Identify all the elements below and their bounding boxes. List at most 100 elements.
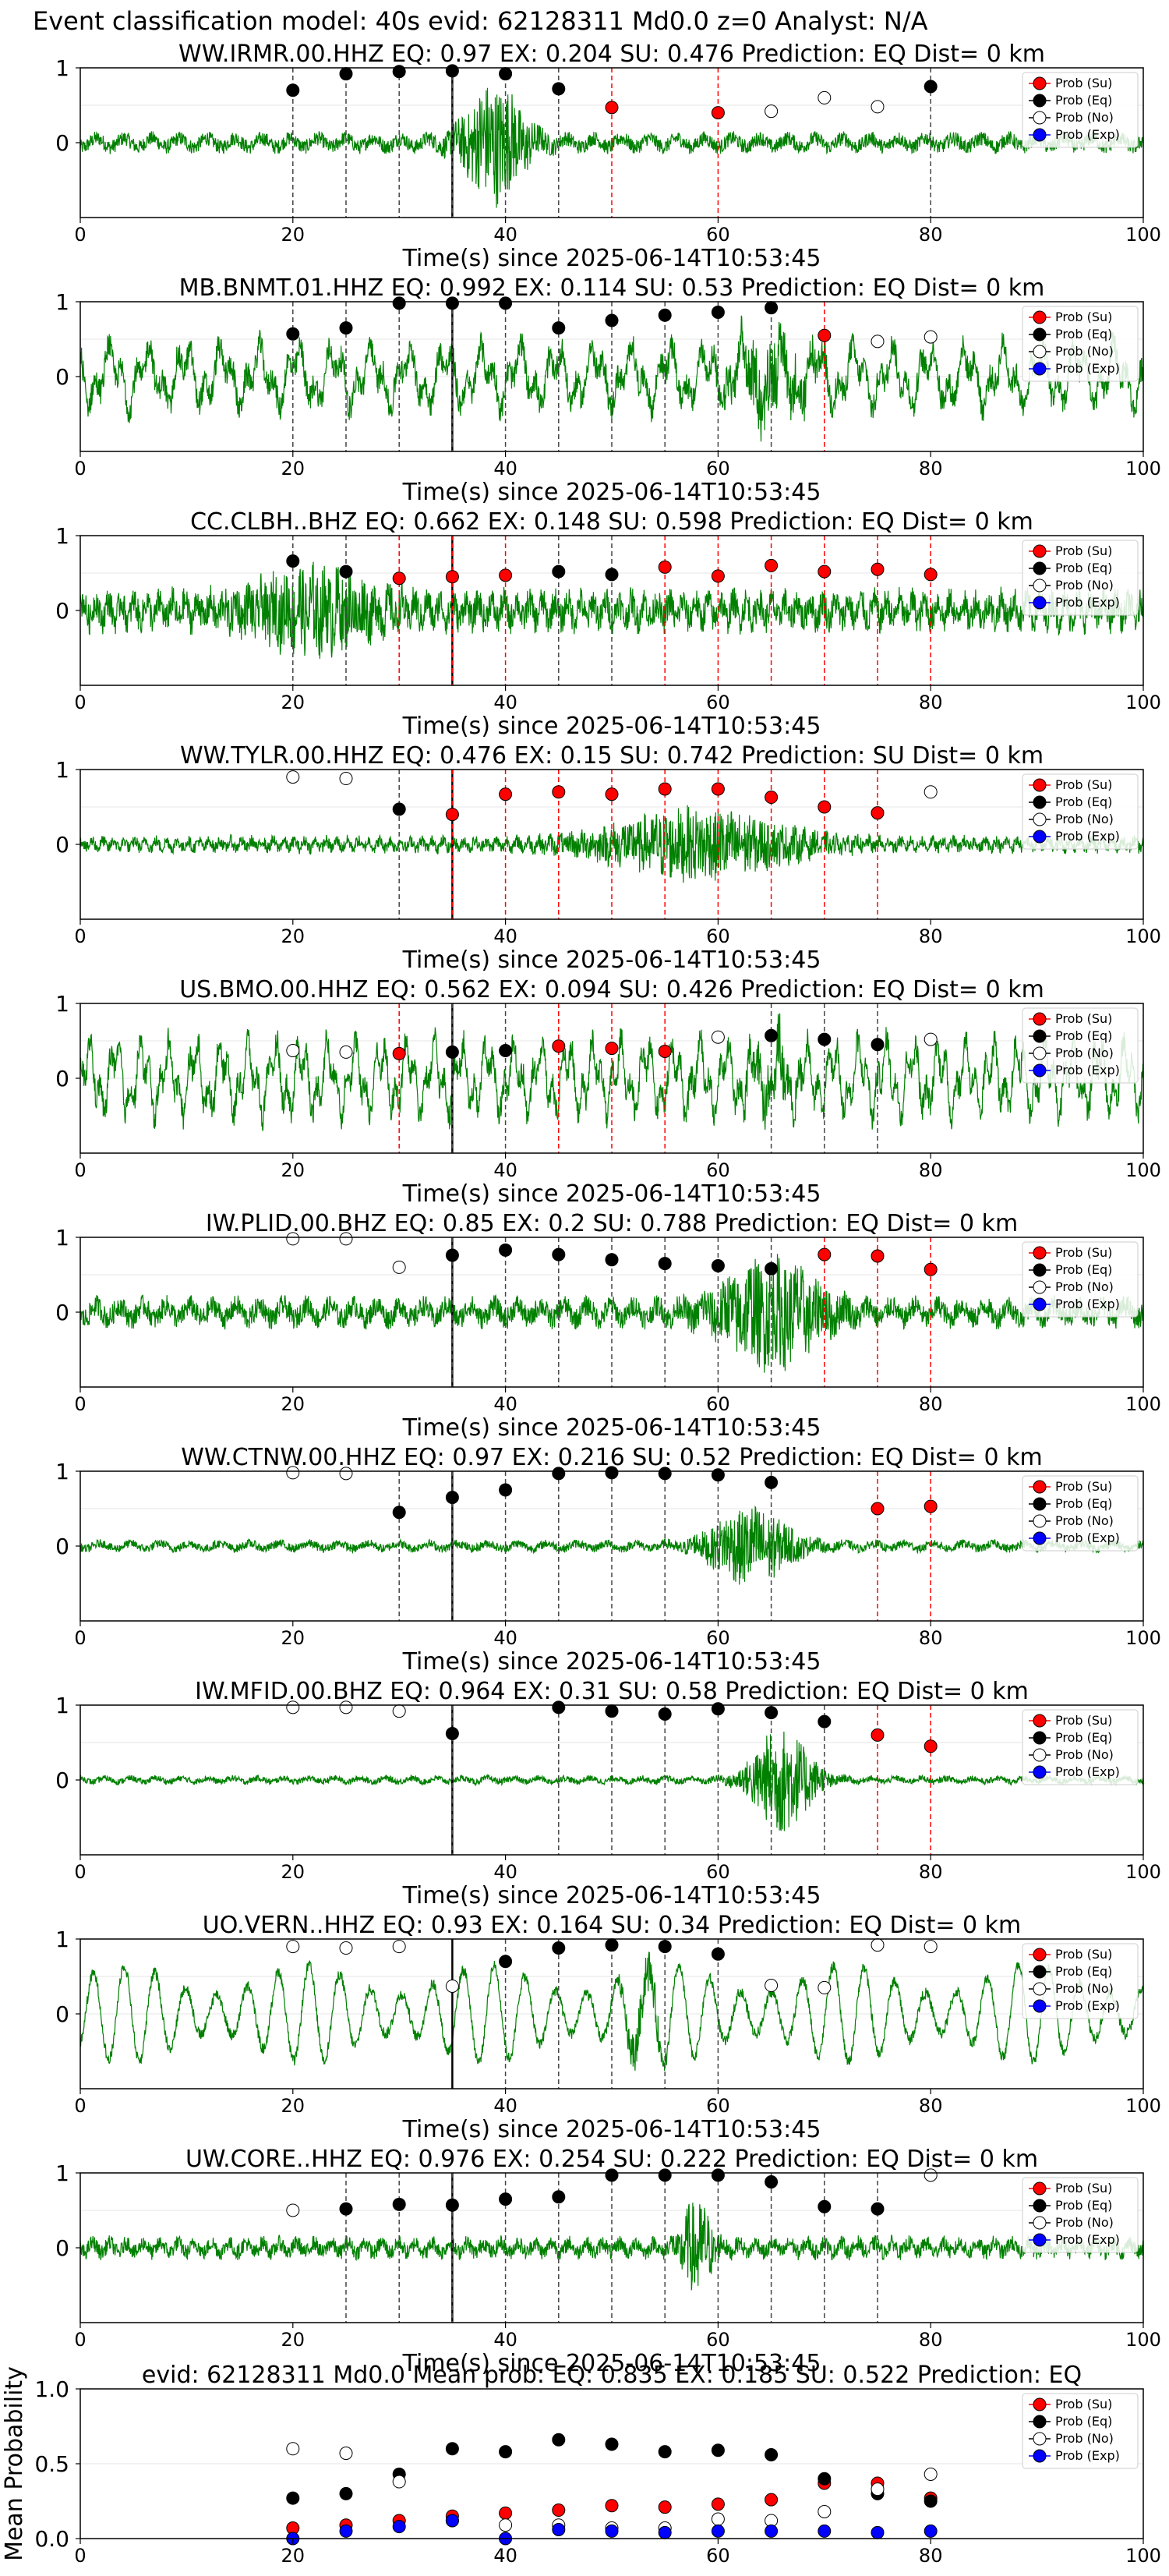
prob-marker-eq bbox=[658, 1940, 672, 1954]
x-tick-label: 100 bbox=[1125, 2095, 1161, 2117]
y-tick-label: 0.5 bbox=[34, 2451, 69, 2477]
prob-marker-su bbox=[658, 1044, 672, 1058]
prob-marker-eq bbox=[765, 1706, 779, 1720]
y-tick-label: 0 bbox=[55, 1767, 69, 1793]
prob-marker-su bbox=[818, 1247, 832, 1261]
x-tick-label: 0 bbox=[74, 1159, 86, 1181]
x-tick-label: 40 bbox=[493, 2095, 517, 2117]
x-tick-label: 60 bbox=[706, 2545, 730, 2567]
prob-marker-eq bbox=[658, 2168, 672, 2182]
prob-marker-eq bbox=[552, 1467, 566, 1481]
x-tick-label: 20 bbox=[281, 2095, 305, 2117]
waveform-trace bbox=[79, 1013, 1144, 1131]
legend-box bbox=[1022, 306, 1139, 382]
axes-frame bbox=[79, 1704, 1144, 1856]
y-tick-label: 1 bbox=[55, 1927, 69, 1952]
prob-marker-eq bbox=[499, 67, 513, 81]
legend-box bbox=[1022, 1943, 1139, 2019]
prob-marker-no bbox=[765, 1979, 779, 1993]
prob-marker-no bbox=[286, 1232, 300, 1246]
y-tick-label: 1 bbox=[55, 1225, 69, 1251]
legend-marker bbox=[1033, 1280, 1047, 1294]
prob-marker-eq bbox=[871, 2202, 885, 2216]
legend-label: Prob (Exp) bbox=[1055, 1063, 1120, 1077]
prob-marker-no bbox=[711, 1030, 725, 1044]
mean-marker-su bbox=[605, 2499, 619, 2513]
prob-marker-su bbox=[871, 806, 885, 820]
legend-marker bbox=[1033, 1514, 1047, 1528]
prob-marker-eq bbox=[392, 1506, 406, 1520]
legend-marker bbox=[1033, 94, 1047, 108]
x-tick-label: 80 bbox=[919, 1393, 943, 1415]
station-panel-9: UO.VERN..HHZ EQ: 0.93 EX: 0.164 SU: 0.34… bbox=[55, 1912, 1161, 2143]
waveform-trace bbox=[79, 561, 1144, 659]
legend-label: Prob (No) bbox=[1055, 110, 1114, 125]
prob-marker-eq bbox=[552, 82, 566, 96]
legend-marker bbox=[1033, 1029, 1047, 1043]
axes-frame bbox=[79, 67, 1144, 218]
prob-marker-eq bbox=[552, 564, 566, 579]
prob-marker-eq bbox=[924, 80, 938, 94]
prob-marker-eq bbox=[711, 1258, 725, 1272]
prob-marker-no bbox=[339, 1232, 353, 1246]
legend-marker bbox=[1033, 1714, 1047, 1728]
legend-box bbox=[1022, 540, 1139, 616]
legend-marker bbox=[1033, 345, 1047, 359]
prob-marker-su bbox=[924, 568, 938, 582]
prob-marker-no bbox=[871, 334, 885, 349]
legend-box bbox=[1022, 1241, 1139, 1318]
axes-frame bbox=[79, 535, 1144, 686]
summary-panel: evid: 62128311 Md0.0 Mean prob: EQ: 0.83… bbox=[1, 2362, 1161, 2567]
x-axis-label: Time(s) since 2025-06-14T10:53:45 bbox=[402, 1648, 821, 1675]
x-tick-label: 80 bbox=[919, 1159, 943, 1181]
x-tick-label: 0 bbox=[74, 224, 86, 246]
prob-marker-eq bbox=[818, 2199, 832, 2213]
legend-marker bbox=[1033, 1982, 1047, 1996]
prob-marker-eq bbox=[765, 1028, 779, 1042]
x-tick-label: 20 bbox=[281, 925, 305, 947]
prob-marker-eq bbox=[445, 1491, 459, 1505]
prob-marker-eq bbox=[605, 568, 619, 582]
prob-marker-no bbox=[286, 1466, 300, 1480]
mean-marker-exp bbox=[392, 2520, 406, 2534]
x-tick-label: 0 bbox=[74, 2329, 86, 2351]
prob-marker-su bbox=[711, 106, 725, 120]
y-tick-label: 0 bbox=[55, 2235, 69, 2261]
y-tick-label: 0 bbox=[55, 130, 69, 156]
x-tick-label: 60 bbox=[706, 692, 730, 713]
axes-frame bbox=[79, 1003, 1144, 1154]
legend-marker bbox=[1033, 1965, 1047, 1979]
y-tick-label: 1 bbox=[55, 1459, 69, 1484]
legend-marker bbox=[1033, 362, 1047, 376]
prob-marker-no bbox=[286, 2203, 300, 2217]
prob-marker-no bbox=[871, 100, 885, 114]
mean-marker-su bbox=[765, 2493, 779, 2507]
station-panel-7: WW.CTNW.00.HHZ EQ: 0.97 EX: 0.216 SU: 0.… bbox=[55, 1444, 1161, 1675]
prob-marker-eq bbox=[711, 1947, 725, 1961]
y-tick-label: 0 bbox=[55, 1300, 69, 1325]
x-axis-label: Time(s) since 2025-06-14T10:53:45 bbox=[402, 1180, 821, 1208]
mean-marker-eq bbox=[765, 2447, 779, 2461]
x-tick-label: 60 bbox=[706, 224, 730, 246]
axes-frame bbox=[79, 301, 1144, 452]
legend-marker bbox=[1033, 1999, 1047, 2013]
x-axis-label: Time(s) since 2025-06-14T10:53:45 bbox=[402, 245, 821, 272]
prob-marker-eq bbox=[499, 1955, 513, 1969]
axes-frame bbox=[79, 1470, 1144, 1622]
prob-marker-no bbox=[924, 330, 938, 344]
mean-marker-exp bbox=[552, 2522, 566, 2536]
prob-marker-no bbox=[445, 1979, 459, 1993]
legend-label: Prob (No) bbox=[1055, 2431, 1114, 2446]
prob-marker-su bbox=[392, 1046, 406, 1060]
axes-frame bbox=[79, 1237, 1144, 1388]
mean-marker-exp bbox=[445, 2514, 459, 2528]
x-tick-label: 100 bbox=[1125, 1159, 1161, 1181]
prob-marker-eq bbox=[286, 83, 300, 97]
legend-label: Prob (Su) bbox=[1055, 310, 1112, 324]
legend-label: Prob (Eq) bbox=[1055, 1028, 1112, 1043]
legend-label: Prob (Su) bbox=[1055, 1011, 1112, 1026]
legend-label: Prob (Exp) bbox=[1055, 2448, 1120, 2463]
prob-marker-eq bbox=[552, 1700, 566, 1714]
prob-marker-no bbox=[286, 1940, 300, 1954]
